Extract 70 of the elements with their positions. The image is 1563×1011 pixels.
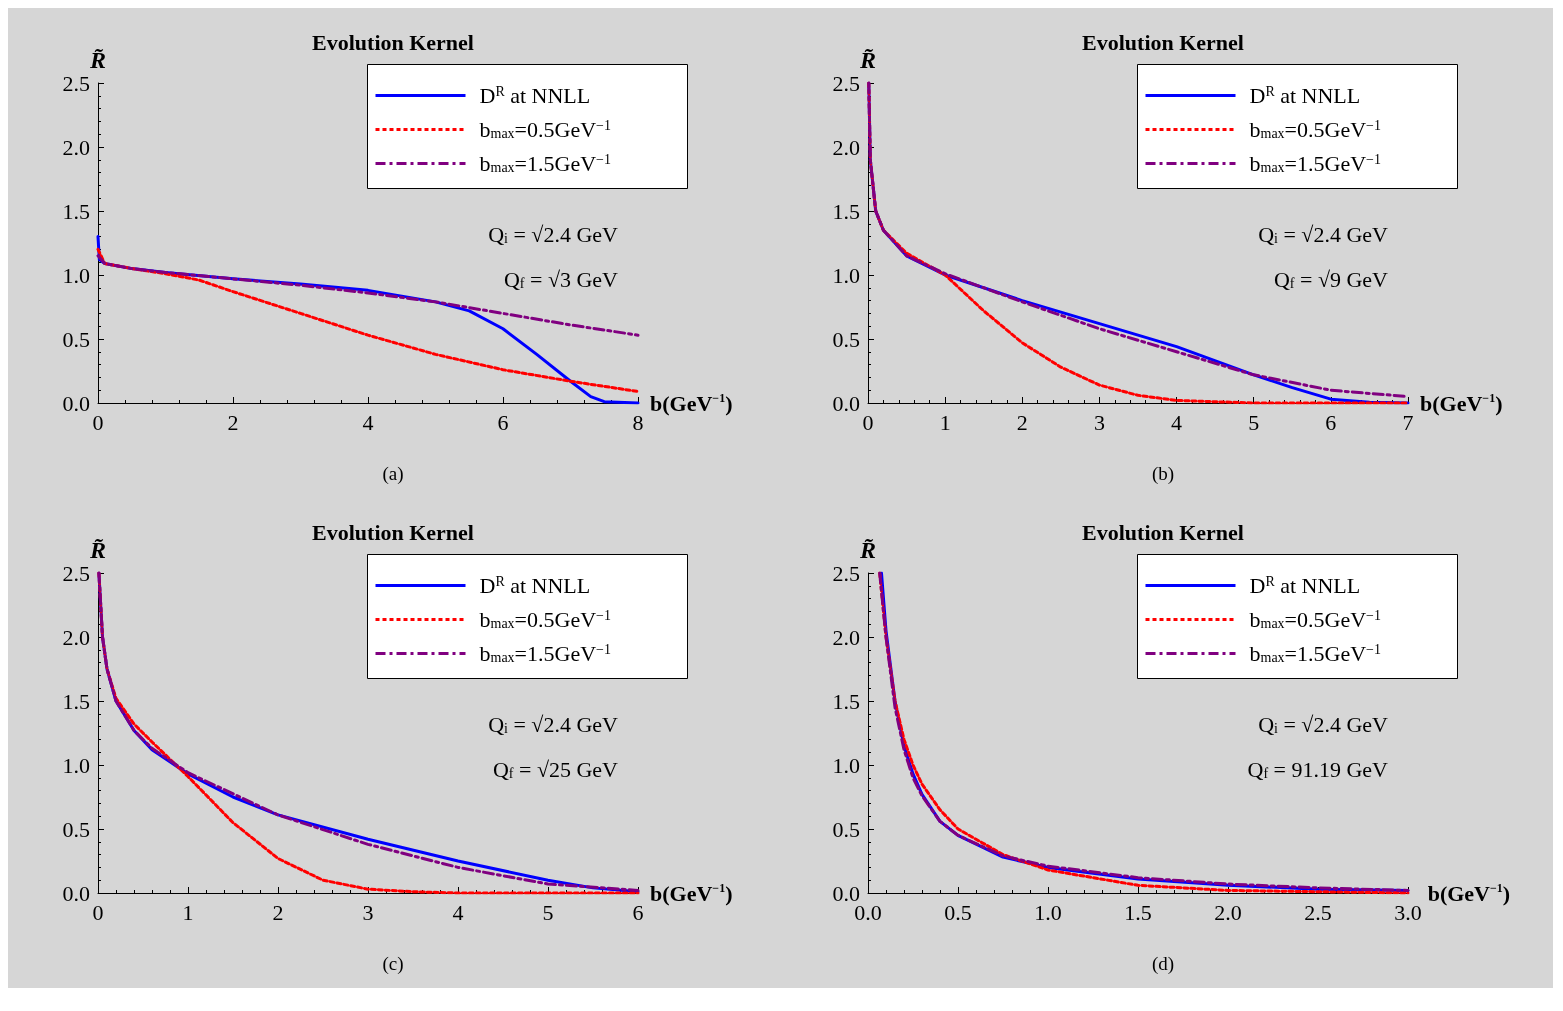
y-tick-label: 1.5 [832,688,860,714]
x-tick-label: 2.0 [1214,899,1242,925]
chart-title: Evolution Kernel [312,519,474,545]
annotation: Qf = 91.19 GeV [1247,756,1389,782]
x-tick-label: 1 [182,899,194,925]
y-tick-label: 2.5 [832,70,860,96]
y-tick-label: 0.5 [832,816,860,842]
x-tick-label: 4 [452,899,464,925]
x-tick-label: 6 [497,409,509,435]
y-tick-label: 0.0 [62,390,90,416]
y-tick-label: 1.5 [62,198,90,224]
y-tick-label: 1.5 [62,688,90,714]
y-tick-label: 0.5 [62,326,90,352]
y-axis-title: R̃ [88,47,107,74]
y-tick-label: 1.0 [62,752,90,778]
text: (a) [382,463,404,485]
x-tick-label: 1 [939,409,951,435]
annotation: Qi = √2.4 GeV [488,221,619,247]
x-tick-label: 3 [1093,409,1105,435]
y-tick-label: 1.0 [62,262,90,288]
x-tick-label: 0 [862,409,874,435]
y-tick-label: 2.5 [832,560,860,586]
x-tick-label: 6 [632,899,644,925]
x-tick-label: 1.0 [1034,899,1062,925]
x-tick-label: 5 [1248,409,1260,435]
y-tick-label: 0.0 [62,880,90,906]
y-tick-label: 2.0 [832,134,860,160]
y-axis-title: R̃ [88,537,107,564]
annotation: Qf = √25 GeV [492,756,619,782]
annotation: Qf = √9 GeV [1273,266,1389,292]
chart-title: Evolution Kernel [312,29,474,55]
y-tick-label: 0.5 [62,816,90,842]
y-tick-label: 1.5 [832,198,860,224]
y-tick-label: 1.0 [832,752,860,778]
y-tick-label: 1.0 [832,262,860,288]
x-tick-label: 5 [542,899,554,925]
y-tick-label: 2.5 [62,560,90,586]
annotation: Qf = √3 GeV [503,266,619,292]
x-tick-label: 0.5 [944,899,972,925]
annotation: Qi = √2.4 GeV [1258,221,1389,247]
x-tick-label: 2 [272,899,284,925]
chart-title: Evolution Kernel [1082,29,1244,55]
x-tick-label: 0 [92,409,104,435]
x-tick-label: 3.0 [1394,899,1422,925]
x-tick-label: 2.5 [1304,899,1332,925]
text: (c) [382,953,404,975]
x-tick-label: 3 [362,899,374,925]
x-tick-label: 4 [1171,409,1183,435]
y-axis-title: R̃ [858,47,877,74]
y-axis-title: R̃ [858,537,877,564]
x-tick-label: 2 [1016,409,1028,435]
text: (d) [1151,953,1175,975]
x-tick-label: 2 [227,409,239,435]
y-tick-label: 2.0 [832,624,860,650]
y-tick-label: 2.0 [62,624,90,650]
chart-title: Evolution Kernel [1082,519,1244,545]
y-tick-label: 0.0 [832,880,860,906]
x-tick-label: 0 [92,899,104,925]
x-tick-label: 1.5 [1124,899,1152,925]
y-tick-label: 2.0 [62,134,90,160]
x-tick-label: 4 [362,409,374,435]
x-tick-label: 8 [632,409,644,435]
x-tick-label: 6 [1325,409,1337,435]
annotation: Qi = √2.4 GeV [1258,711,1389,737]
text: (b) [1151,463,1175,485]
annotation: Qi = √2.4 GeV [488,711,619,737]
x-tick-label: 7 [1402,409,1414,435]
y-tick-label: 2.5 [62,70,90,96]
y-tick-label: 0.5 [832,326,860,352]
y-tick-label: 0.0 [832,390,860,416]
